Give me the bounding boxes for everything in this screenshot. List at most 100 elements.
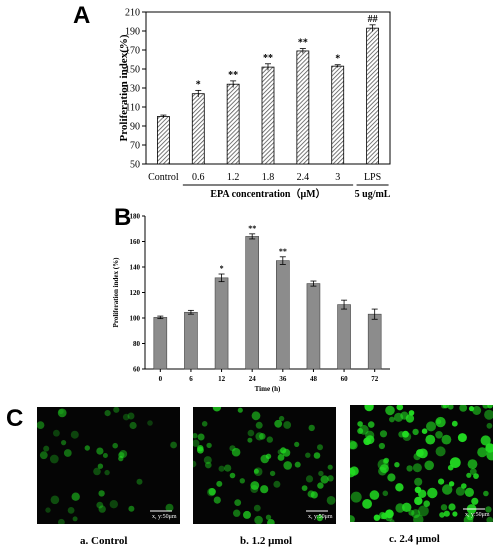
cell-1-54 <box>234 499 242 506</box>
cell-1-61 <box>247 437 253 443</box>
cell-2-64 <box>435 431 443 439</box>
xtick-label-b-7: 72 <box>371 375 379 383</box>
cell-2-101 <box>350 440 357 450</box>
cell-1-16 <box>259 433 266 440</box>
ytick-label-b-3: 120 <box>130 289 141 297</box>
xtick-label-b-2: 12 <box>218 375 226 383</box>
cell-0-26 <box>37 421 45 429</box>
cell-0-11 <box>67 507 75 514</box>
cell-1-62 <box>294 441 300 447</box>
xtick-label-a-1: 0.6 <box>192 172 205 183</box>
cell-2-20 <box>464 487 474 497</box>
cell-0-37 <box>45 507 51 513</box>
cell-1-47 <box>280 447 287 454</box>
annotation-a-5: * <box>335 54 340 65</box>
cell-0-18 <box>71 492 80 501</box>
cell-2-77 <box>413 514 424 522</box>
cell-2-100 <box>357 428 364 434</box>
cell-1-23 <box>316 514 324 522</box>
cell-0-33 <box>122 413 130 421</box>
cell-2-24 <box>367 421 375 428</box>
xtick-label-a-0: Control <box>148 172 179 183</box>
cell-2-30 <box>382 458 389 465</box>
cell-1-27 <box>320 475 329 484</box>
scale-label-0: x, y:50μm <box>152 514 177 520</box>
cell-1-44 <box>212 407 222 412</box>
xtick-label-a-5: 3 <box>335 172 340 183</box>
cell-1-4 <box>267 519 275 524</box>
cell-2-87 <box>365 430 375 440</box>
cell-1-67 <box>313 452 321 459</box>
xtick-label-b-0: 0 <box>159 375 163 383</box>
cell-2-48 <box>440 504 448 511</box>
cell-2-46 <box>402 432 412 441</box>
group-label-lps: 5 ug/mL <box>355 189 391 200</box>
bar-b-4 <box>276 260 290 370</box>
bar-b-6 <box>337 304 351 370</box>
cell-2-13 <box>485 506 492 513</box>
cell-2-60 <box>467 459 478 469</box>
cell-2-80 <box>421 428 428 434</box>
cell-2-102 <box>472 406 482 415</box>
cell-1-12 <box>216 480 223 487</box>
cell-0-28 <box>58 408 64 415</box>
xtick-label-a-4: 2.4 <box>297 172 310 183</box>
cell-2-42 <box>442 405 449 409</box>
cell-2-27 <box>394 462 400 468</box>
cell-2-26 <box>357 421 363 427</box>
cell-1-45 <box>310 491 318 499</box>
cell-2-66 <box>452 511 458 517</box>
xlabel-b: Time (h) <box>255 385 281 393</box>
cell-2-45 <box>389 416 395 423</box>
cell-2-18 <box>395 483 404 492</box>
cell-2-76 <box>414 486 422 494</box>
cell-1-55 <box>317 482 324 489</box>
cell-0-6 <box>49 454 59 464</box>
cell-0-4 <box>129 421 137 430</box>
cell-0-10 <box>84 445 90 451</box>
bar-b-1 <box>184 311 198 370</box>
scale-label-2: x, y:50μm <box>465 512 490 518</box>
ytick-label-b-6: 180 <box>130 213 141 221</box>
cell-1-63 <box>253 468 259 474</box>
cell-1-48 <box>274 419 283 428</box>
cell-2-75 <box>385 513 393 522</box>
cell-2-55 <box>443 510 450 517</box>
cell-2-37 <box>457 433 467 443</box>
cell-2-40 <box>412 463 422 473</box>
cell-1-17 <box>237 407 243 413</box>
cell-1-2 <box>254 515 263 524</box>
cell-2-14 <box>441 434 452 445</box>
cell-1-29 <box>327 475 334 482</box>
cell-2-35 <box>487 405 493 409</box>
cell-2-90 <box>471 497 479 505</box>
cell-2-56 <box>350 441 358 450</box>
cell-0-35 <box>98 490 105 497</box>
cell-2-89 <box>408 410 415 416</box>
cell-2-47 <box>378 511 387 520</box>
panel-b-letter: B <box>114 204 132 231</box>
cell-2-72 <box>379 464 389 474</box>
cell-0-39 <box>96 447 104 455</box>
cell-1-21 <box>266 436 273 443</box>
cell-0-30 <box>104 410 111 417</box>
cell-2-41 <box>451 420 458 427</box>
cell-2-25 <box>394 412 404 422</box>
bar-b-2 <box>214 277 229 370</box>
cell-2-3 <box>435 446 446 457</box>
scale-label-1: x, y:50μm <box>308 514 333 520</box>
cell-2-84 <box>414 477 423 486</box>
cell-2-36 <box>486 516 493 522</box>
cell-2-107 <box>382 490 389 497</box>
cell-1-28 <box>229 472 236 479</box>
cell-1-40 <box>273 480 281 488</box>
cell-2-11 <box>447 405 454 410</box>
cell-0-23 <box>118 455 124 462</box>
cell-2-19 <box>425 434 436 445</box>
cell-2-70 <box>387 473 396 482</box>
cell-1-51 <box>265 514 272 520</box>
ytick-label-a-7: 190 <box>125 27 140 38</box>
cell-0-7 <box>93 467 101 476</box>
cell-0-17 <box>70 430 79 439</box>
cell-1-56 <box>255 432 264 441</box>
